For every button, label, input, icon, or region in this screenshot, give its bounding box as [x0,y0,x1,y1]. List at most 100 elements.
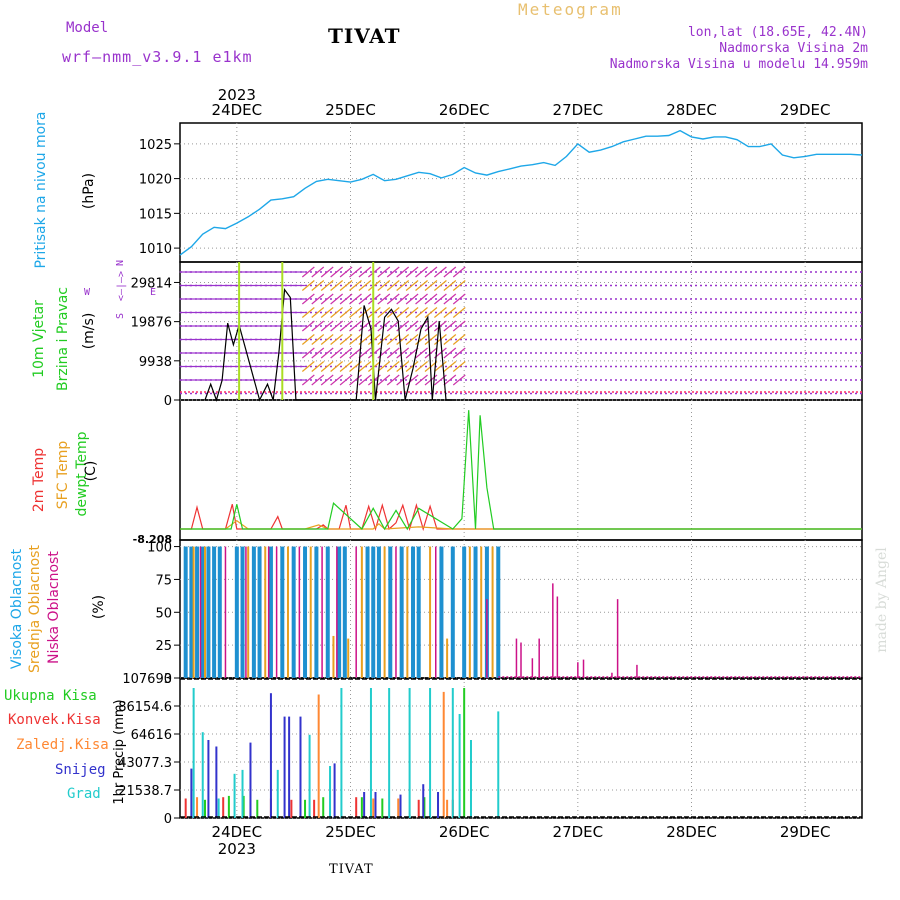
precip-legend-conv: Konvek.Kisa [8,712,101,728]
wind-arrow [415,320,428,332]
wind-arrow [349,307,362,318]
lonlat-label: lon,lat (18.65E, 42.4N) [687,25,868,40]
wind-compass-w: W [84,287,91,298]
precip-ytick-label: 21538.7 [118,784,172,799]
wind-arrow [415,280,428,291]
cloud-bar [395,546,397,678]
wind-arrow [452,361,466,372]
wind-arrow [311,374,325,386]
bottom-year-label: 2023 [218,840,256,858]
cloud-bar [582,659,585,678]
wind-arrow [396,280,410,291]
cloud-bar [189,546,194,678]
cloud-bar [480,546,483,678]
wind-arrow [367,361,381,372]
pressure-ytick-label: 1010 [139,242,172,257]
cloud-ytick-label: 0 [164,672,172,687]
cloud-bar [224,546,227,678]
cloud-bar [450,546,455,678]
wind-arrow [301,280,315,291]
precip-bar [329,766,332,818]
wind-arrow [396,334,410,345]
cloud-bar [552,583,554,678]
cloud-bar [212,546,217,678]
wind-arrow [396,307,410,318]
wind-arrow [320,307,334,318]
cloud-bar [267,546,270,678]
precip-bar [204,799,207,818]
precip-bar [242,795,245,818]
wind-arrow [377,374,391,386]
wind-arrow [311,280,325,291]
wind-arrow [434,266,447,278]
precip-bar [458,714,461,818]
cloud-bar [388,546,393,678]
precip-bar [437,792,440,818]
wind-arrow [367,280,381,291]
wind-arrow [311,347,325,359]
bottom-day-label: 27DEC [553,823,604,841]
wind-arrow [349,347,362,359]
wind-arrow [330,334,344,345]
wind-ytick-label: 9938 [139,355,172,370]
precip-legend-frz: Zaledj.Kisa [16,737,109,753]
wind-arrow [434,320,447,332]
cloud-ytick-label: 25 [155,639,172,654]
wind-arrow [358,266,372,278]
wind-arrow [434,280,447,291]
precip-bar [408,688,411,818]
pressure-ytick-label: 1020 [139,173,172,188]
precip-bar [207,740,210,818]
wind-arrow [320,293,334,305]
wind-arrow [452,320,466,332]
wind-arrow [415,293,428,305]
precip-bar [241,769,244,818]
wind-arrow [349,320,362,332]
cloud-bar [264,546,267,678]
wind-arrow [349,334,362,345]
cloud-bar [280,546,285,678]
cloud-bar [314,546,319,678]
wind-arrow [301,361,315,372]
wind-ytick-label: 19876 [131,316,172,331]
precip-bar [290,799,293,818]
precip-bar [360,797,363,818]
wind-arrow [339,293,353,305]
precip-bar [451,688,454,818]
wind-arrow [415,307,428,318]
precip-bar [429,688,432,818]
wind-arrow [349,266,362,278]
wind-arrow [339,334,353,345]
wind-arrow [415,334,428,345]
cloud-bar [268,546,273,678]
wind-arrow [405,361,419,372]
elevation-label: Nadmorska Visina 2m [719,41,868,56]
bottom-day-label: 25DEC [325,823,376,841]
wind-arrow [377,347,391,359]
wind-arrow [452,347,466,359]
wind-arrow [415,374,428,386]
wind-arrow [424,266,438,278]
top-day-label: 29DEC [780,101,831,119]
wind-arrow [349,293,362,305]
wind-arrow [405,307,419,318]
cloud-bar [183,546,188,678]
wind-arrow [424,280,438,291]
wind-arrow [452,293,466,305]
precip-bar [196,797,199,818]
wind-arrow [367,293,381,305]
top-year-label: 2023 [218,86,256,104]
cloud-bar [309,546,312,678]
wind-arrow [311,293,325,305]
precip-bar [423,797,426,818]
cloud-bar [342,546,347,678]
cloud-bar [416,546,421,678]
wind-arrow [405,374,419,386]
precip-bar [192,688,195,818]
cloud-bar [257,546,262,678]
wind-ytick-label: 0 [164,394,172,409]
cloud-ytick-label: 100 [147,541,172,556]
pressure-ytick-label: 1025 [139,138,172,153]
cloud-bar [520,642,522,678]
